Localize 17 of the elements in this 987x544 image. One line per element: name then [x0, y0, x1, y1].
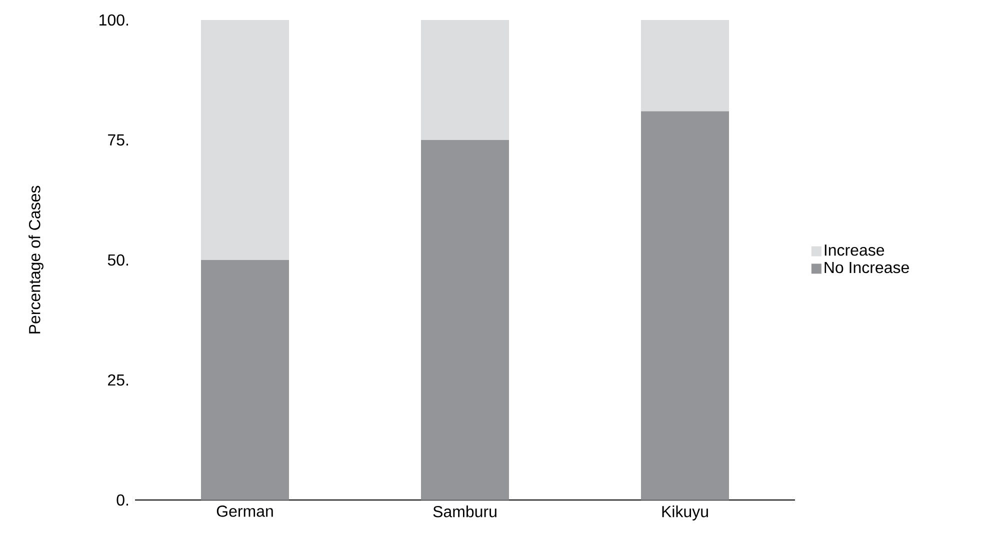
bar [201, 260, 290, 500]
bar [201, 20, 290, 260]
x-tick-label: Kikuyu [662, 506, 708, 520]
legend-label: No Increase [824, 262, 909, 274]
x-tick-label: Samburu [433, 506, 496, 518]
bar [421, 140, 510, 500]
y-tick-label: 25. [108, 374, 128, 386]
bar [641, 111, 730, 500]
legend-label: Increase [824, 244, 884, 256]
y-axis-title: Percentage of Cases [28, 186, 44, 334]
x-tick-label: German [216, 506, 273, 517]
y-tick-label: 50. [108, 254, 128, 266]
bar [641, 20, 730, 112]
y-tick-label: 0. [116, 494, 128, 506]
y-tick-label: 100. [100, 14, 128, 26]
bar [421, 20, 510, 140]
y-tick-label: 75. [108, 134, 128, 146]
